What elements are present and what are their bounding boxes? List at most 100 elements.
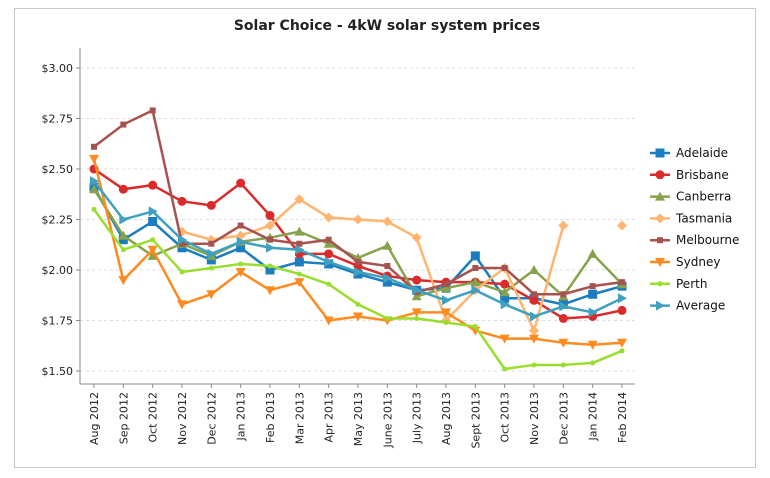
data-point (148, 180, 158, 190)
data-point (384, 315, 390, 321)
data-point (207, 248, 217, 259)
y-tick-label: $3.00 (42, 62, 74, 75)
data-point (177, 243, 187, 253)
data-point (502, 366, 508, 372)
data-point (500, 293, 510, 303)
legend-label: Brisbane (676, 168, 729, 182)
x-tick-label: Feb 2014 (616, 392, 629, 443)
data-point (179, 240, 185, 247)
data-point (267, 263, 273, 269)
data-point (149, 107, 156, 114)
data-point (265, 210, 275, 220)
data-point (323, 316, 334, 326)
legend-item: Canberra (650, 190, 731, 204)
data-point (472, 324, 478, 330)
data-point (656, 300, 665, 311)
data-point (353, 214, 363, 225)
data-point (118, 230, 129, 240)
data-point (529, 265, 539, 274)
data-point (617, 220, 627, 231)
data-point (657, 237, 663, 244)
data-point (443, 320, 449, 326)
legend-label: Adelaide (676, 146, 728, 160)
data-point (470, 277, 481, 287)
data-point (206, 290, 217, 300)
x-tick-label: Aug 2013 (440, 392, 453, 445)
data-point (443, 281, 449, 288)
legend-label: Melbourne (676, 233, 739, 247)
data-point (560, 362, 566, 368)
data-point (500, 299, 510, 310)
x-tick-label: Sep 2012 (117, 392, 130, 444)
chart-title: Solar Choice - 4kW solar system prices (234, 18, 540, 34)
legend-item: Adelaide (650, 146, 728, 160)
x-tick-label: Dec 2012 (205, 392, 218, 445)
y-tick-label: $1.75 (42, 315, 74, 328)
data-point (147, 245, 158, 255)
data-point (89, 184, 99, 194)
data-point (529, 325, 539, 336)
data-point (558, 313, 568, 323)
data-point (295, 244, 305, 255)
data-point (655, 148, 665, 158)
data-point (471, 285, 481, 296)
x-tick-label: Oct 2012 (147, 392, 160, 443)
data-point (530, 311, 539, 322)
data-point (208, 240, 215, 247)
data-point (657, 281, 663, 287)
data-point (411, 232, 422, 243)
data-point (148, 206, 158, 217)
data-point (178, 234, 187, 245)
data-point (531, 291, 537, 298)
series-average (90, 176, 627, 322)
legend-item: Brisbane (650, 168, 729, 182)
y-tick-label: $1.50 (42, 365, 74, 378)
data-point (294, 278, 305, 288)
data-point (655, 191, 665, 201)
data-point (499, 287, 510, 297)
data-point (588, 289, 598, 299)
legend-label: Average (676, 299, 725, 313)
x-tick-label: June 2013 (381, 392, 394, 448)
data-point (177, 196, 187, 206)
data-point (529, 295, 539, 305)
data-point (326, 281, 332, 287)
series-sydney (89, 154, 627, 350)
data-point (411, 291, 422, 301)
x-tick-label: Oct 2013 (499, 392, 512, 443)
data-point (619, 279, 625, 286)
data-point (587, 340, 598, 350)
data-point (500, 279, 510, 289)
data-point (118, 235, 128, 245)
data-point (119, 214, 129, 225)
data-point (236, 236, 246, 247)
data-point (384, 262, 391, 269)
data-point (89, 154, 99, 164)
data-point (354, 267, 363, 278)
x-tick-label: Dec 2013 (557, 392, 570, 445)
data-point (236, 178, 246, 188)
data-point (588, 307, 598, 318)
data-point (118, 276, 129, 286)
legend-label: Canberra (676, 190, 731, 204)
data-point (90, 176, 99, 187)
data-point (382, 277, 392, 287)
data-point (472, 264, 479, 271)
chart-frame (14, 8, 756, 468)
data-point (655, 258, 665, 267)
data-point (558, 220, 569, 231)
data-point (442, 295, 451, 306)
data-point (499, 334, 510, 344)
legend-item: Average (650, 299, 725, 313)
y-tick-label: $2.25 (42, 214, 74, 227)
data-point (655, 170, 665, 180)
legend-item: Melbourne (650, 233, 739, 247)
data-point (470, 251, 480, 261)
data-point (323, 212, 334, 223)
data-point (411, 308, 422, 318)
data-point (414, 315, 420, 321)
x-tick-label: Nov 2012 (176, 392, 189, 445)
legend-item: Perth (650, 277, 707, 291)
data-point (296, 240, 303, 247)
data-point (294, 194, 305, 205)
